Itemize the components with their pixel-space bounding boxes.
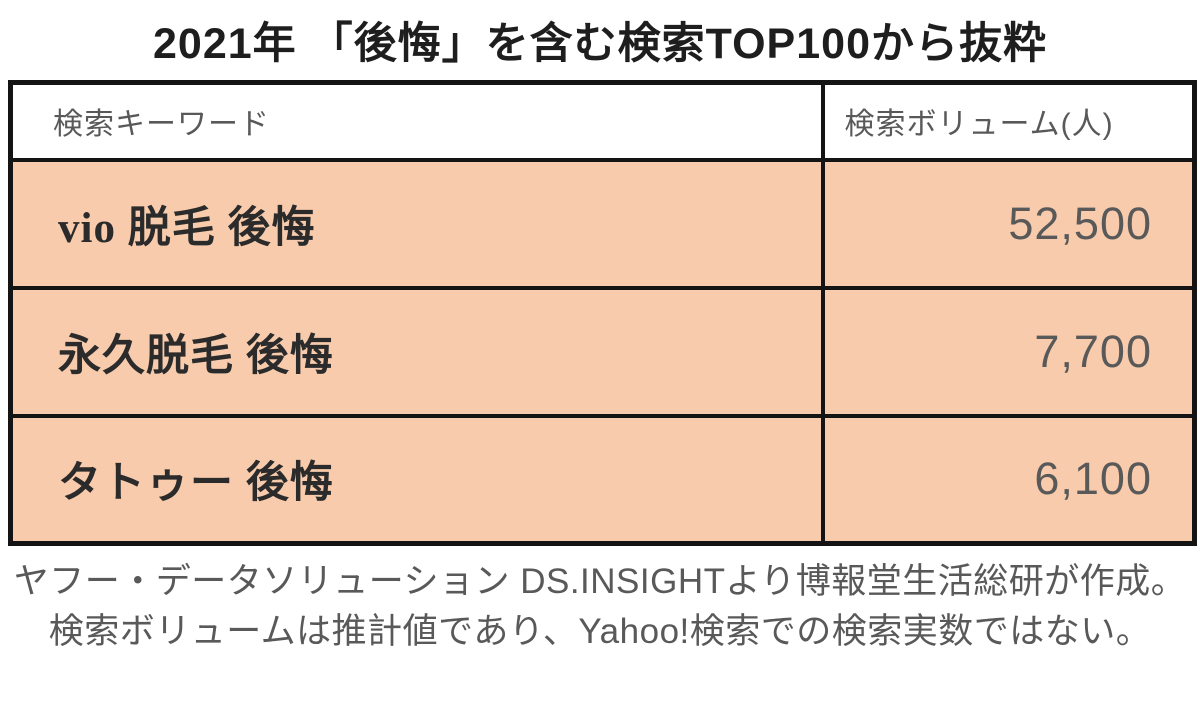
keyword-cell: タトゥー 後悔	[8, 413, 825, 546]
table-row: 永久脱毛 後悔 7,700	[8, 285, 1197, 418]
table-row: vio 脱毛 後悔 52,500	[8, 157, 1197, 290]
source-note-line2: 検索ボリュームは推計値であり、Yahoo!検索での検索実数ではない。	[48, 611, 1152, 651]
table-row: タトゥー 後悔 6,100	[8, 413, 1197, 546]
keyword-cell: 永久脱毛 後悔	[8, 285, 825, 418]
header-keyword: 検索キーワード	[8, 80, 825, 162]
search-volume-table: 検索キーワード 検索ボリューム(人) vio 脱毛 後悔 52,500 永久脱毛…	[8, 80, 1197, 546]
page-title: 2021年 「後悔」を含む検索TOP100から抜粋	[153, 20, 1047, 68]
source-note-line1: ヤフー・データソリューション DS.INSIGHTより博報堂生活総研が作成。	[13, 562, 1187, 601]
header-volume: 検索ボリューム(人)	[820, 80, 1197, 162]
volume-cell: 7,700	[820, 285, 1197, 418]
volume-cell: 52,500	[820, 157, 1197, 290]
volume-cell: 6,100	[820, 413, 1197, 546]
table-header-row: 検索キーワード 検索ボリューム(人)	[8, 80, 1197, 162]
keyword-cell: vio 脱毛 後悔	[8, 157, 825, 290]
source-note: ヤフー・データソリューション DS.INSIGHTより博報堂生活総研が作成。 検…	[0, 557, 1200, 656]
